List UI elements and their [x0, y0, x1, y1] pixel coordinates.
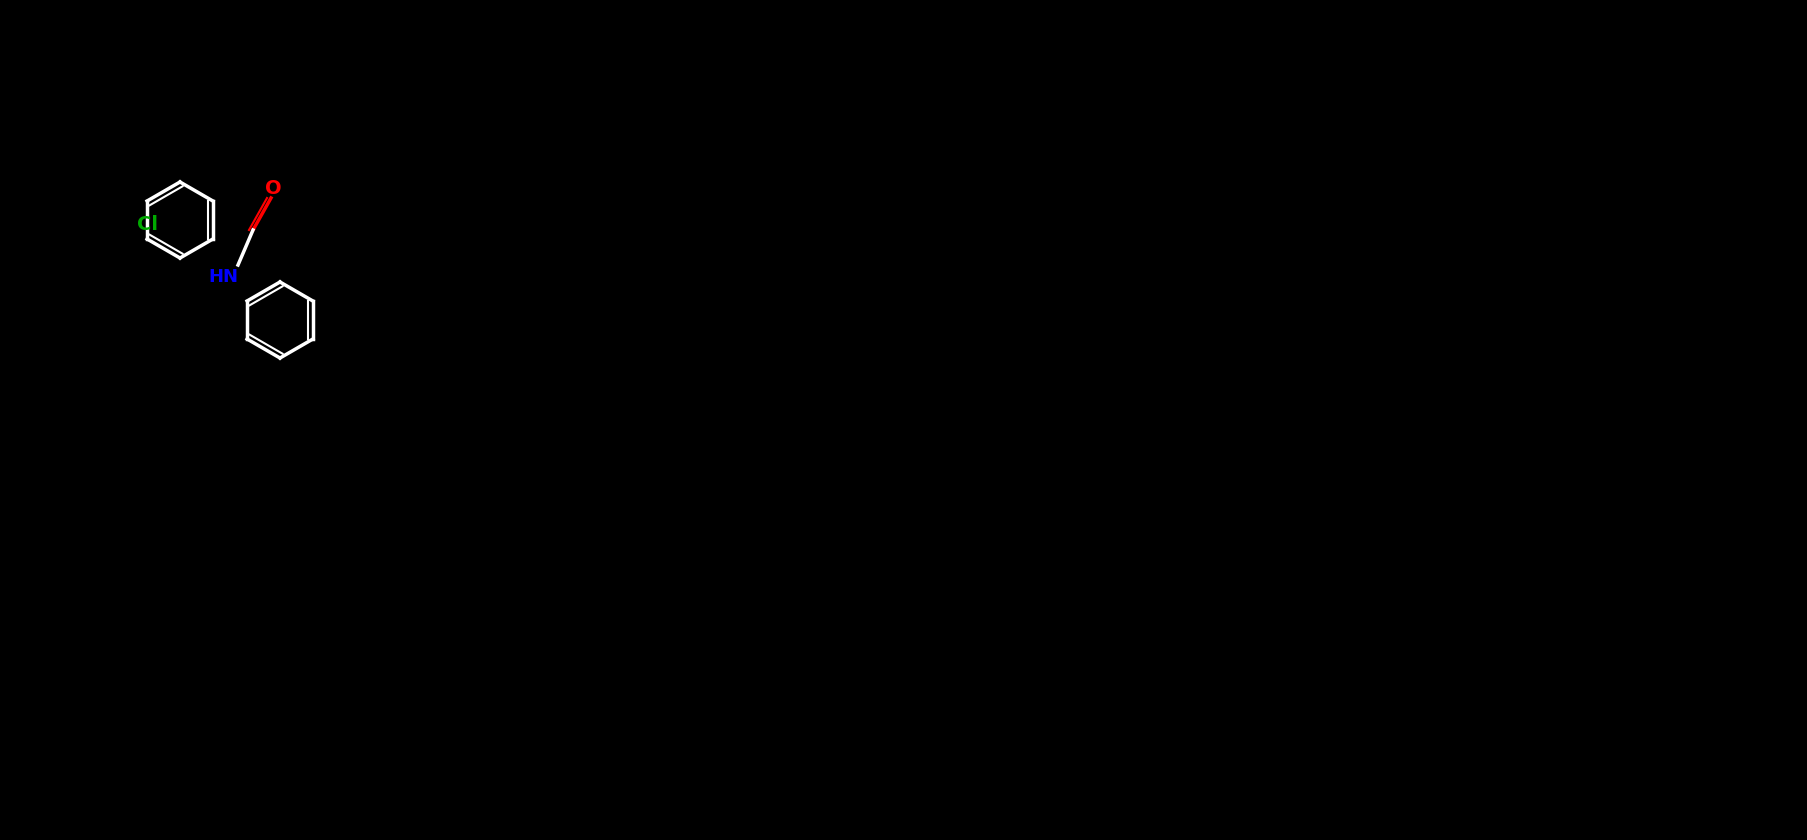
- Text: HN: HN: [208, 268, 239, 286]
- Text: O: O: [264, 178, 282, 197]
- Text: Cl: Cl: [137, 214, 157, 234]
